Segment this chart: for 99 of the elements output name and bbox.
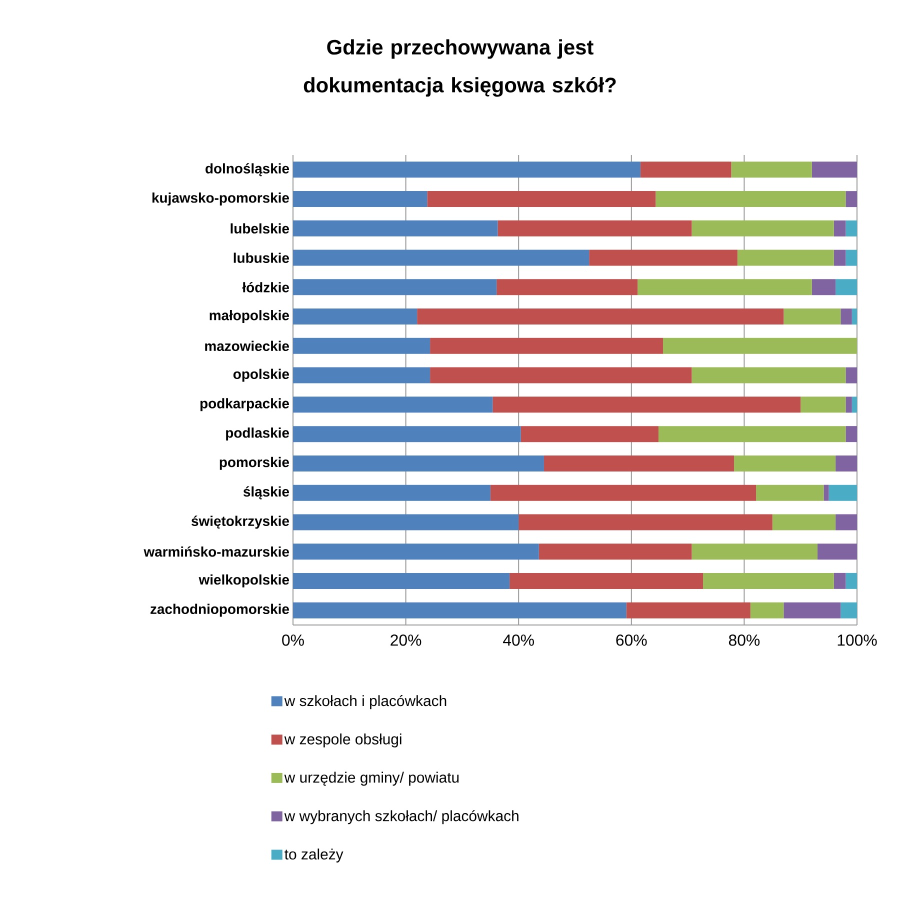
y-tick-label: mazowieckie [205, 340, 289, 352]
y-tick-label: kujawsko-pomorskie [152, 192, 290, 206]
bar [490, 484, 756, 501]
bar [417, 308, 784, 325]
legend-label: w zespole obsługi [284, 733, 402, 748]
bar [293, 367, 430, 384]
y-tick-label: podlaskie [226, 428, 290, 441]
bar [840, 602, 857, 618]
x-tick-label: 80% [728, 634, 760, 646]
bar [846, 572, 857, 589]
bar [496, 279, 638, 296]
bar [836, 514, 857, 530]
bar [818, 544, 857, 560]
bar [846, 250, 857, 266]
y-tick-label: świętokrzyskie [192, 516, 289, 529]
bar [293, 544, 539, 560]
bar [656, 191, 846, 208]
legend-label: w urzędzie gminy/ powiatu [284, 772, 459, 786]
bar [828, 484, 857, 501]
bar [662, 338, 857, 354]
bar [658, 426, 846, 442]
x-tick-label: 100% [838, 634, 877, 646]
bar [772, 514, 836, 530]
bar [824, 484, 829, 501]
bar [492, 396, 801, 413]
bar [734, 455, 836, 472]
bar [846, 396, 852, 413]
bar [293, 514, 519, 530]
bar [626, 602, 750, 618]
bar [293, 455, 544, 472]
bar [836, 279, 857, 296]
bar [520, 426, 658, 442]
y-tick-label: śląskie [243, 486, 289, 500]
bar [589, 250, 738, 266]
bar [293, 279, 497, 296]
legend-label: w szkołach i placówkach [284, 694, 446, 710]
y-tick-label: warmińsko-mazurskie [144, 546, 289, 557]
bar [834, 572, 846, 589]
bar [638, 279, 812, 296]
bar [834, 250, 846, 266]
bar [640, 162, 732, 178]
bar [293, 602, 626, 618]
bar [692, 367, 846, 384]
chart-title: Gdzie przechowywana jest dokumentacja księgowa szkół? [304, 39, 616, 97]
bar [293, 191, 428, 208]
bar [293, 484, 490, 501]
bar [430, 338, 663, 354]
bar [756, 484, 824, 501]
bar [812, 279, 836, 296]
bar [427, 191, 656, 208]
bar [293, 338, 430, 354]
y-tick-label: małopolskie [210, 310, 290, 324]
bar [846, 220, 857, 236]
bar [750, 602, 784, 618]
bar [846, 367, 857, 384]
bar [293, 162, 640, 178]
y-tick-label: dolnośląskie [206, 163, 290, 176]
bar [293, 426, 521, 442]
bar [812, 162, 857, 178]
bar [544, 455, 734, 472]
bar [293, 308, 418, 325]
bar [846, 426, 857, 442]
bar [703, 572, 834, 589]
bar [692, 544, 818, 560]
bar [430, 367, 692, 384]
bar [518, 514, 772, 530]
y-tick-label: zachodniopomorskie [150, 604, 290, 617]
bar [846, 191, 857, 208]
bar [852, 308, 857, 325]
bar [293, 396, 493, 413]
bar [840, 308, 852, 325]
bar [800, 396, 846, 413]
x-tick-label: 60% [616, 634, 647, 646]
bar [852, 396, 857, 413]
bar [834, 220, 846, 236]
bar [836, 455, 857, 472]
bar [737, 250, 834, 266]
x-tick-label: 20% [390, 634, 422, 646]
bar [692, 220, 834, 236]
bar [784, 308, 841, 325]
x-tick-label: 40% [503, 634, 534, 646]
y-tick-label: lubelskie [230, 223, 290, 234]
bar [293, 250, 590, 266]
bar [538, 544, 692, 560]
bar [731, 162, 812, 178]
y-tick-label: pomorskie [220, 456, 290, 470]
legend-label: w wybranych szkołach/ placówkach [284, 810, 518, 824]
y-tick-label: podkarpackie [200, 398, 289, 412]
y-tick-label: łódzkie [242, 282, 290, 292]
y-tick-label: opolskie [233, 368, 290, 382]
legend-label: to zależy [284, 848, 344, 862]
bar [784, 602, 841, 618]
bar [293, 220, 498, 236]
y-tick-label: lubuskie [234, 252, 290, 263]
x-tick-label: 0% [282, 634, 304, 646]
bar [510, 572, 704, 589]
bar [498, 220, 692, 236]
y-tick-label: wielkopolskie [198, 574, 290, 588]
bar [293, 572, 510, 589]
